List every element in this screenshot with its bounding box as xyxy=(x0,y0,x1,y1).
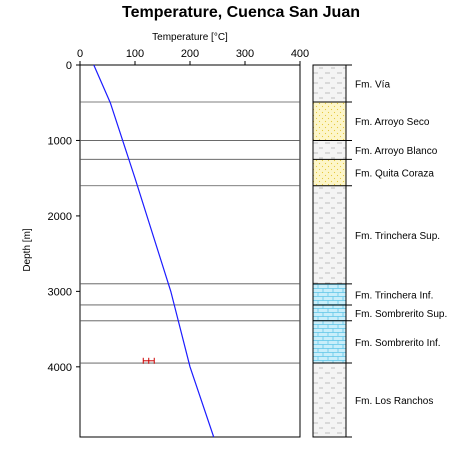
formation-block xyxy=(313,159,346,186)
formation-label: Fm. Sombrerito Inf. xyxy=(355,338,441,349)
x-tick-label: 0 xyxy=(77,48,83,60)
y-tick-label: 4000 xyxy=(48,362,72,374)
formation-label: Fm. Quita Coraza xyxy=(355,169,434,180)
lithology-column: Fm. Vía Fm. Arroyo Seco Fm. Arroyo Blanco F… xyxy=(312,64,447,438)
formation-label: Fm. Sombrerito Sup. xyxy=(355,309,447,320)
formation-block xyxy=(313,363,346,437)
formation-label: Fm. Trinchera Sup. xyxy=(355,231,440,242)
formation-block xyxy=(313,320,346,364)
formation-label: Fm. Los Ranchos xyxy=(355,396,433,407)
x-tick-label: 200 xyxy=(181,48,199,60)
y-tick-label: 0 xyxy=(66,60,72,72)
plot-frame xyxy=(79,64,301,438)
temperature-profile-line xyxy=(93,64,215,438)
x-tick-label: 100 xyxy=(126,48,144,60)
formation-label: Fm. Vía xyxy=(355,79,390,90)
y-tick-label: 2000 xyxy=(48,211,72,223)
x-axis-label: Temperature [°C] xyxy=(152,32,228,43)
x-tick-label: 300 xyxy=(236,48,254,60)
formation-label: Fm. Arroyo Seco xyxy=(355,117,430,128)
formation-block xyxy=(313,101,346,141)
chart-title: Temperature, Cuenca San Juan xyxy=(122,4,360,21)
y-axis-label: Depth [m] xyxy=(22,228,33,272)
formation-block xyxy=(313,140,346,160)
column-frame xyxy=(312,64,347,438)
formation-block xyxy=(313,283,346,305)
formation-label: Fm. Trinchera Inf. xyxy=(355,290,433,301)
y-tick-label: 3000 xyxy=(48,286,72,298)
x-tick-label: 400 xyxy=(291,48,309,60)
formation-block xyxy=(313,304,346,321)
formation-block xyxy=(313,185,346,284)
y-tick-label: 1000 xyxy=(48,135,72,147)
formation-label: Fm. Arroyo Blanco xyxy=(355,146,438,157)
formation-block xyxy=(313,65,346,102)
